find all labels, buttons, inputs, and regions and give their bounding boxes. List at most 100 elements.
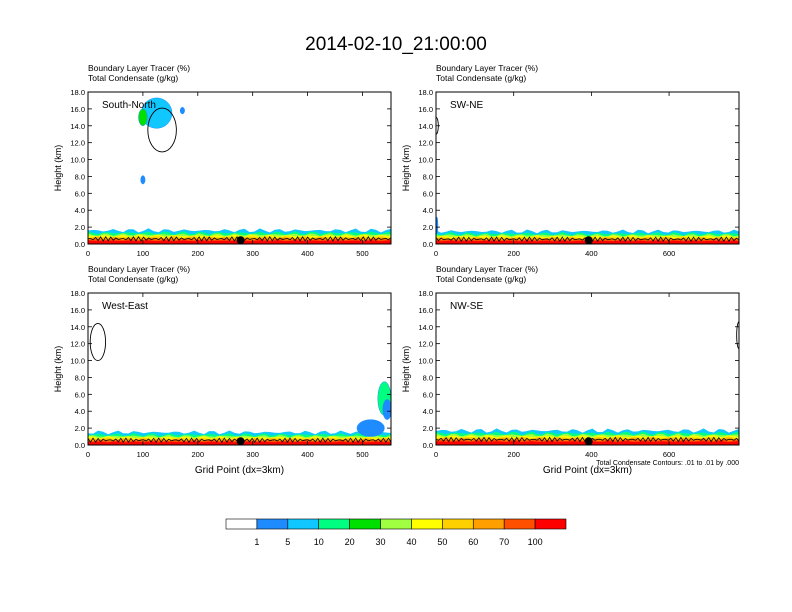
y-tick-label: 16.0 (70, 105, 85, 114)
y-tick-label: 16.0 (418, 105, 433, 114)
x-tick-label: 500 (356, 249, 369, 258)
y-axis-label: Height (km) (53, 346, 63, 393)
y-tick-label: 10.0 (418, 357, 433, 366)
y-axis-label: Height (km) (401, 346, 411, 393)
x-tick-label: 200 (507, 450, 520, 459)
colorbar-label: 10 (314, 537, 324, 547)
colorbar-box (225, 518, 258, 530)
y-tick-label: 4.0 (75, 206, 85, 215)
panel-south-north: Boundary Layer Tracer (%)Total Condensat… (53, 63, 392, 258)
colorbar: 1 5 10 20 30 40 50 60 70 100 (225, 518, 567, 547)
panel-header-field: Boundary Layer Tracer (%) (88, 63, 190, 73)
y-tick-label: 6.0 (75, 189, 85, 198)
y-tick-label: 16.0 (418, 306, 433, 315)
y-tick-label: 2.0 (75, 424, 85, 433)
y-tick-label: 2.0 (75, 223, 85, 232)
tracer-feature (140, 175, 146, 185)
y-tick-label: 16.0 (70, 306, 85, 315)
contour-footnote: Total Condensate Contours: .01 to .01 by… (596, 460, 739, 467)
panel-header-units: Total Condensate (g/kg) (436, 274, 526, 284)
x-tick-label: 600 (663, 249, 676, 258)
condensate-contour (89, 322, 107, 362)
panel-header-field: Boundary Layer Tracer (%) (436, 264, 538, 274)
y-tick-label: 18.0 (418, 289, 433, 298)
colorbar-box (349, 518, 381, 530)
colorbar-label: 20 (345, 537, 355, 547)
y-tick-label: 14.0 (418, 323, 433, 332)
y-tick-label: 4.0 (423, 206, 433, 215)
y-axis-label: Height (km) (401, 145, 411, 192)
panel-header-units: Total Condensate (g/kg) (436, 73, 526, 83)
colorbar-box (380, 518, 412, 530)
y-tick-label: 18.0 (418, 88, 433, 97)
x-tick-label: 400 (585, 450, 598, 459)
x-tick-label: 0 (86, 249, 90, 258)
y-tick-label: 8.0 (423, 172, 433, 181)
colorbar-label: 70 (499, 537, 509, 547)
colorbar-box (256, 518, 289, 530)
panel-header-field: Boundary Layer Tracer (%) (436, 63, 538, 73)
tracer-feature (138, 108, 148, 127)
colorbar-label: 5 (285, 537, 290, 547)
plot-area (436, 321, 739, 445)
tracer-feature (356, 419, 385, 437)
y-tick-label: 2.0 (423, 223, 433, 232)
x-tick-label: 0 (86, 450, 90, 459)
plot-frame (87, 292, 392, 446)
x-tick-label: 300 (246, 249, 259, 258)
colorbar-box (318, 518, 350, 530)
y-tick-label: 14.0 (418, 122, 433, 131)
tracer-feature (382, 399, 391, 420)
y-tick-label: 8.0 (75, 172, 85, 181)
y-tick-label: 10.0 (70, 357, 85, 366)
plot-area (88, 97, 391, 244)
x-tick-label: 0 (434, 450, 438, 459)
panel-label: SW-NE (450, 100, 483, 111)
colorbar-box (442, 518, 474, 530)
y-tick-label: 14.0 (70, 323, 85, 332)
y-tick-label: 14.0 (70, 122, 85, 131)
panels-group: Boundary Layer Tracer (%)Total Condensat… (53, 63, 740, 476)
y-tick-label: 8.0 (423, 373, 433, 382)
y-tick-label: 12.0 (418, 139, 433, 148)
colorbar-label: 100 (528, 537, 543, 547)
y-tick-label: 10.0 (418, 156, 433, 165)
y-tick-label: 6.0 (75, 390, 85, 399)
y-tick-label: 12.0 (418, 340, 433, 349)
location-marker (584, 437, 593, 446)
panel-header-field: Boundary Layer Tracer (%) (88, 264, 190, 274)
location-marker (236, 236, 245, 245)
panel-header-units: Total Condensate (g/kg) (88, 73, 178, 83)
plot-frame (87, 91, 392, 245)
colorbar-box (472, 518, 505, 530)
plot-frame (435, 292, 740, 446)
plot-area (436, 116, 739, 244)
panel-label: NW-SE (450, 301, 483, 312)
x-axis-label: Grid Point (dx=3km) (543, 465, 632, 476)
x-tick-label: 400 (585, 249, 598, 258)
y-tick-label: 6.0 (423, 390, 433, 399)
tracer-feature (179, 106, 185, 115)
y-tick-label: 0.0 (423, 441, 433, 450)
panel-west-east: Boundary Layer Tracer (%)Total Condensat… (53, 264, 392, 476)
colorbar-box (411, 518, 443, 530)
colorbar-label: 50 (437, 537, 447, 547)
y-tick-label: 4.0 (75, 407, 85, 416)
colorbar-label: 60 (468, 537, 478, 547)
panel-label: West-East (102, 301, 148, 312)
colorbar-box (534, 518, 567, 530)
plot-frame (435, 91, 740, 245)
x-tick-label: 200 (192, 249, 205, 258)
x-axis-label: Grid Point (dx=3km) (195, 465, 284, 476)
figure-title: 2014-02-10_21:00:00 (305, 34, 487, 55)
x-tick-label: 100 (137, 249, 150, 258)
x-tick-label: 300 (246, 450, 259, 459)
y-tick-label: 12.0 (70, 340, 85, 349)
x-tick-label: 200 (507, 249, 520, 258)
panel-header-units: Total Condensate (g/kg) (88, 274, 178, 284)
x-tick-label: 100 (137, 450, 150, 459)
colorbar-box (503, 518, 536, 530)
y-tick-label: 0.0 (75, 441, 85, 450)
y-tick-label: 0.0 (75, 240, 85, 249)
